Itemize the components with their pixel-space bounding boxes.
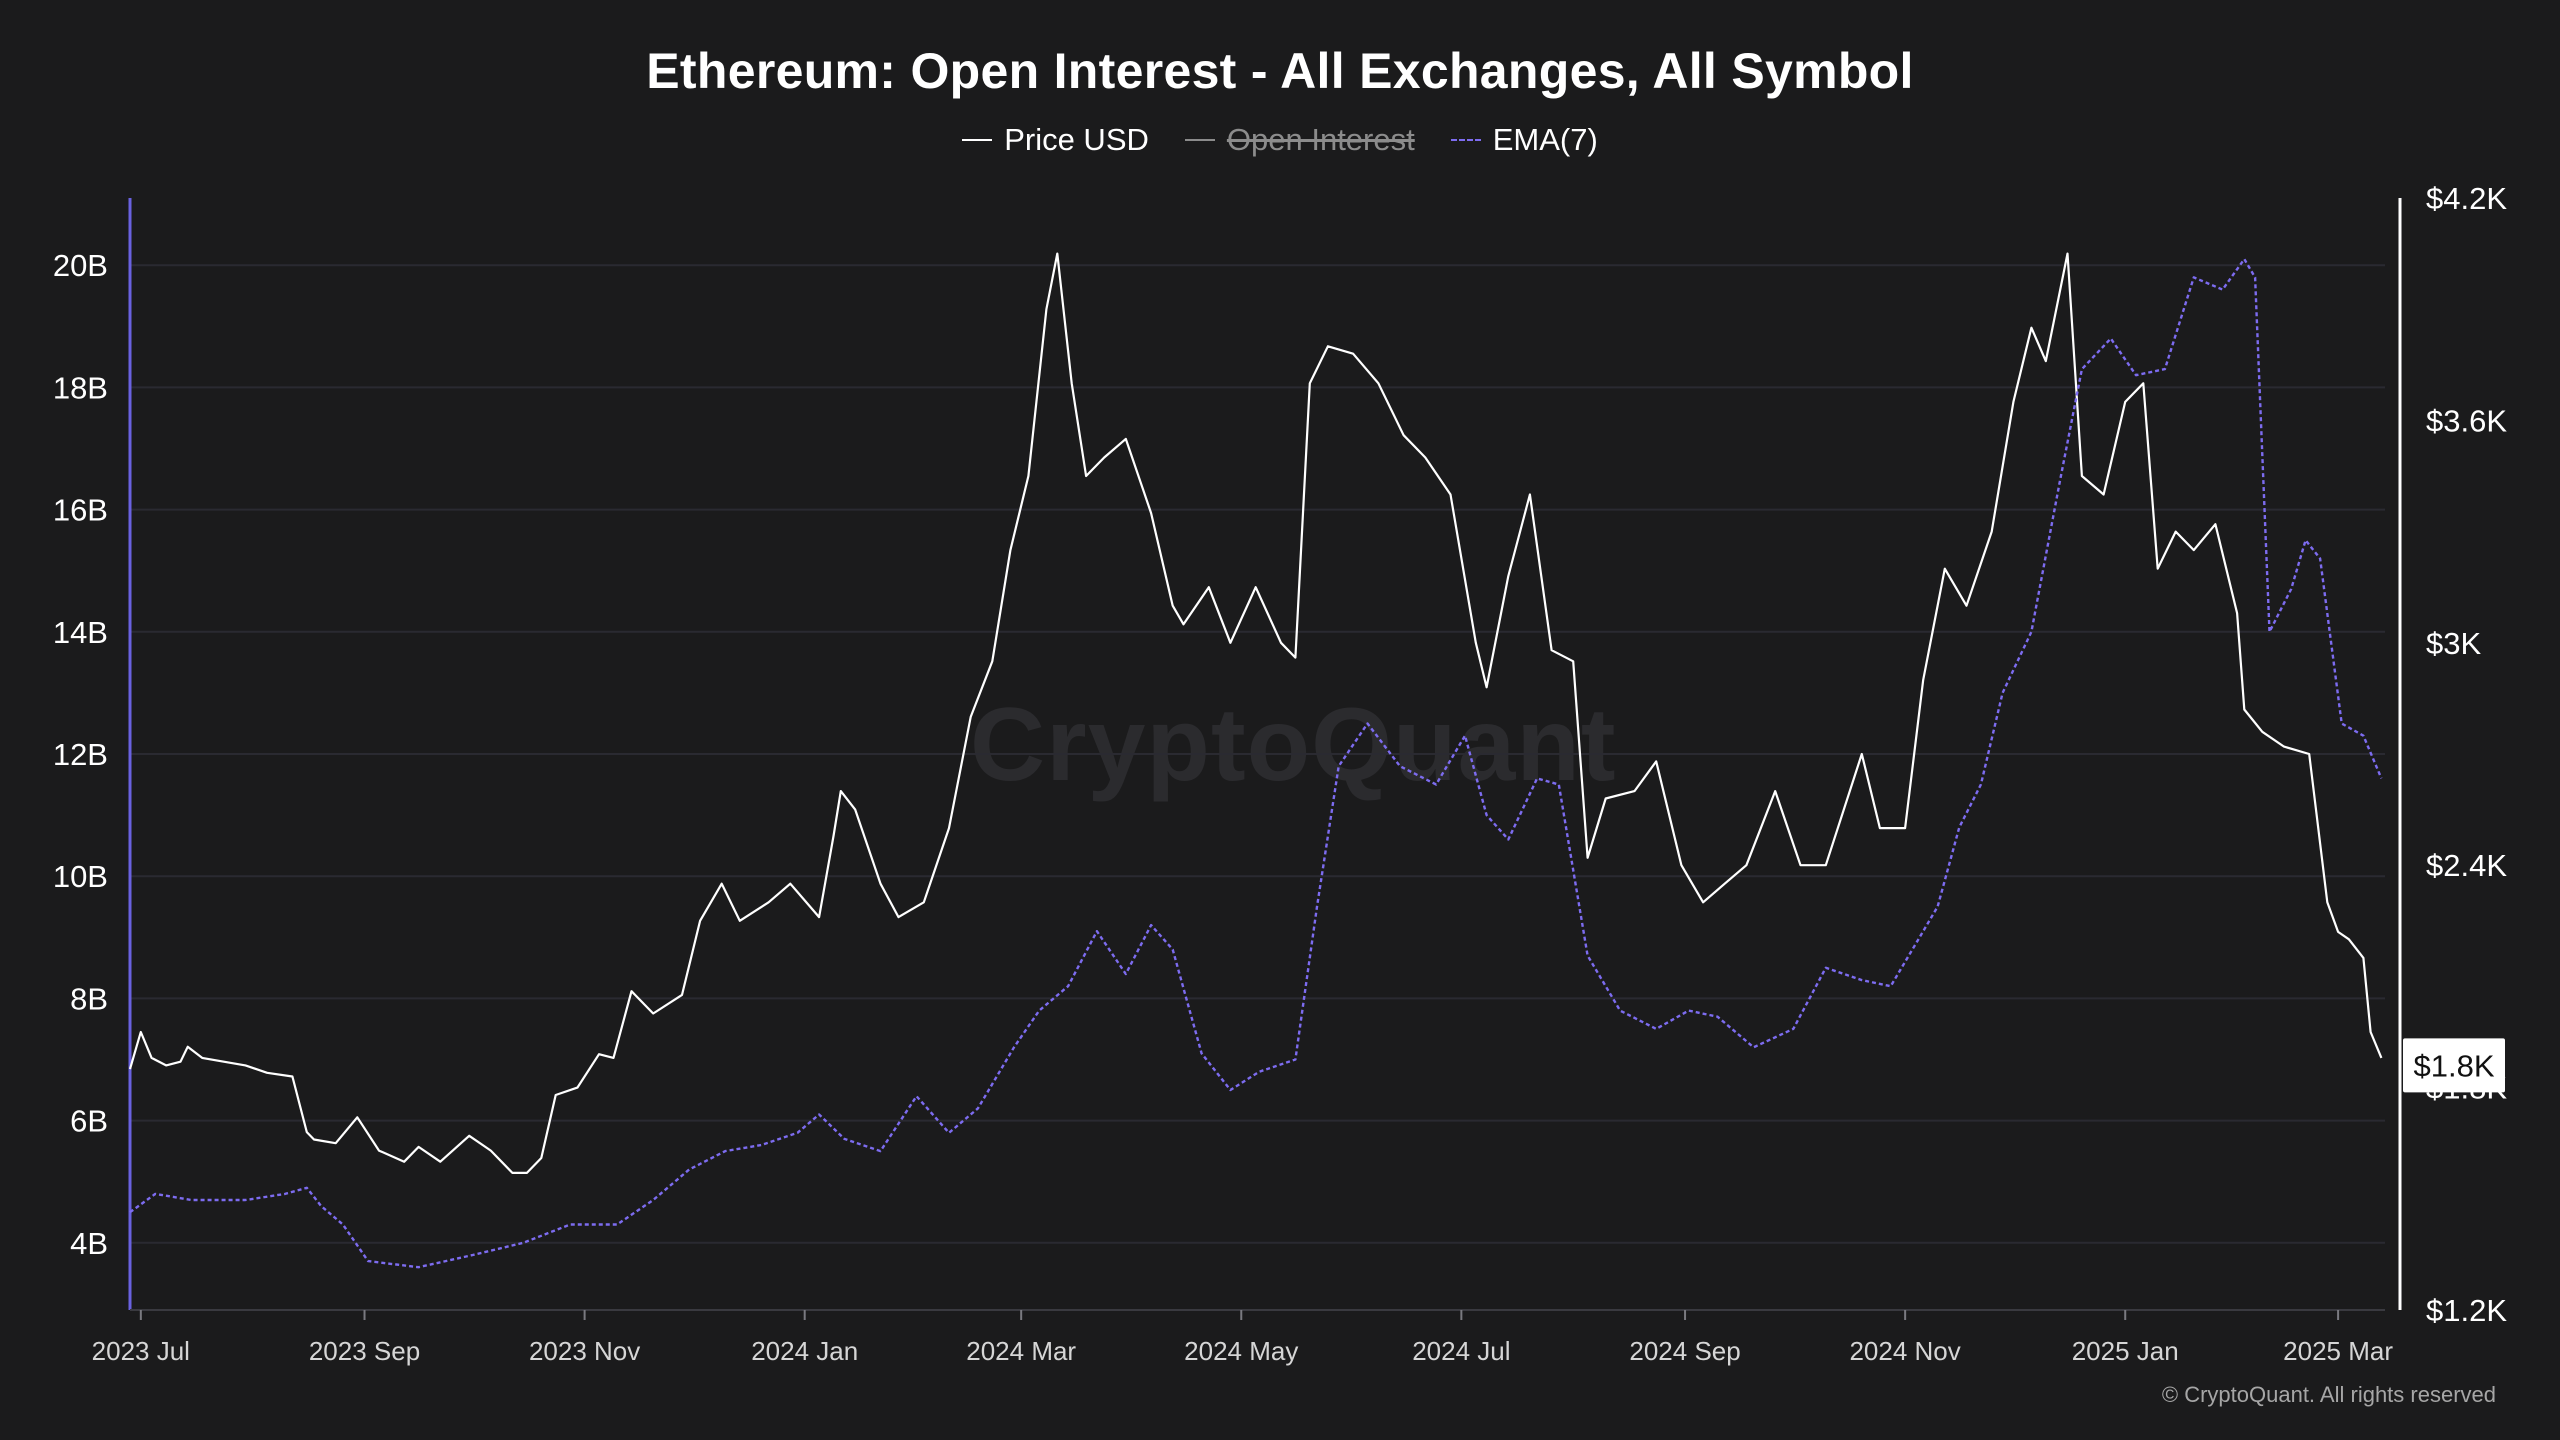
chart-title: Ethereum: Open Interest - All Exchanges,…: [646, 43, 1914, 99]
y-right-tick-label: $1.2K: [2426, 1293, 2507, 1328]
y-right-tick-label: $3.6K: [2426, 403, 2507, 438]
chart-legend: Price USD Open Interest EMA(7): [0, 122, 2560, 158]
legend-swatch-price-usd: [962, 139, 993, 141]
y-left-tick-label: 16B: [53, 493, 108, 528]
y-left-tick-label: 18B: [53, 370, 108, 405]
x-tick-label: 2025 Mar: [2283, 1336, 2393, 1366]
x-tick-label: 2024 Mar: [966, 1336, 1076, 1366]
y-right-tick-label: $3K: [2426, 626, 2481, 661]
legend-label-price-usd: Price USD: [1004, 122, 1149, 157]
series-line-ema7: [129, 257, 2383, 1269]
legend-label-open-interest: Open Interest: [1226, 122, 1415, 157]
y-left-tick-label: 10B: [53, 859, 108, 894]
y-left-tick-label: 4B: [70, 1226, 108, 1261]
legend-item-ema7[interactable]: EMA(7): [1450, 122, 1598, 158]
x-tick-label: 2023 Sep: [309, 1336, 420, 1366]
x-tick-label: 2023 Jul: [92, 1336, 190, 1366]
series-line-price-usd: [128, 252, 2383, 1175]
x-tick-label: 2024 May: [1184, 1336, 1298, 1366]
y-left-tick-label: 12B: [53, 737, 108, 772]
legend-item-price-usd[interactable]: Price USD: [962, 122, 1149, 158]
x-tick-label: 2023 Nov: [529, 1336, 640, 1366]
x-tick-label: 2024 Nov: [1849, 1336, 1960, 1366]
x-tick-label: 2025 Jan: [2072, 1336, 2179, 1366]
y-right-tick-label: $2.4K: [2426, 848, 2507, 883]
y-right-tick-label: $4.2K: [2426, 181, 2507, 216]
legend-label-ema7: EMA(7): [1492, 122, 1598, 157]
y-left-tick-label: 6B: [70, 1104, 108, 1139]
legend-item-open-interest[interactable]: Open Interest: [1184, 122, 1415, 158]
current-price-badge: [2403, 1038, 2505, 1093]
watermark-logo: CryptoQuant: [970, 687, 1617, 803]
x-tick-label: 2024 Sep: [1629, 1336, 1740, 1366]
y-left-tick-label: 8B: [70, 981, 108, 1016]
y-left-tick-label: 14B: [53, 615, 108, 650]
x-tick-label: 2024 Jan: [751, 1336, 858, 1366]
x-tick-label: 2024 Jul: [1412, 1336, 1510, 1366]
copyright-notice: © CryptoQuant. All rights reserved: [2161, 1382, 2496, 1407]
legend-swatch-ema7: [1450, 139, 1481, 141]
y-left-tick-label: 20B: [53, 248, 108, 283]
legend-swatch-open-interest: [1184, 139, 1215, 141]
current-price-label: $1.8K: [2413, 1048, 2494, 1083]
